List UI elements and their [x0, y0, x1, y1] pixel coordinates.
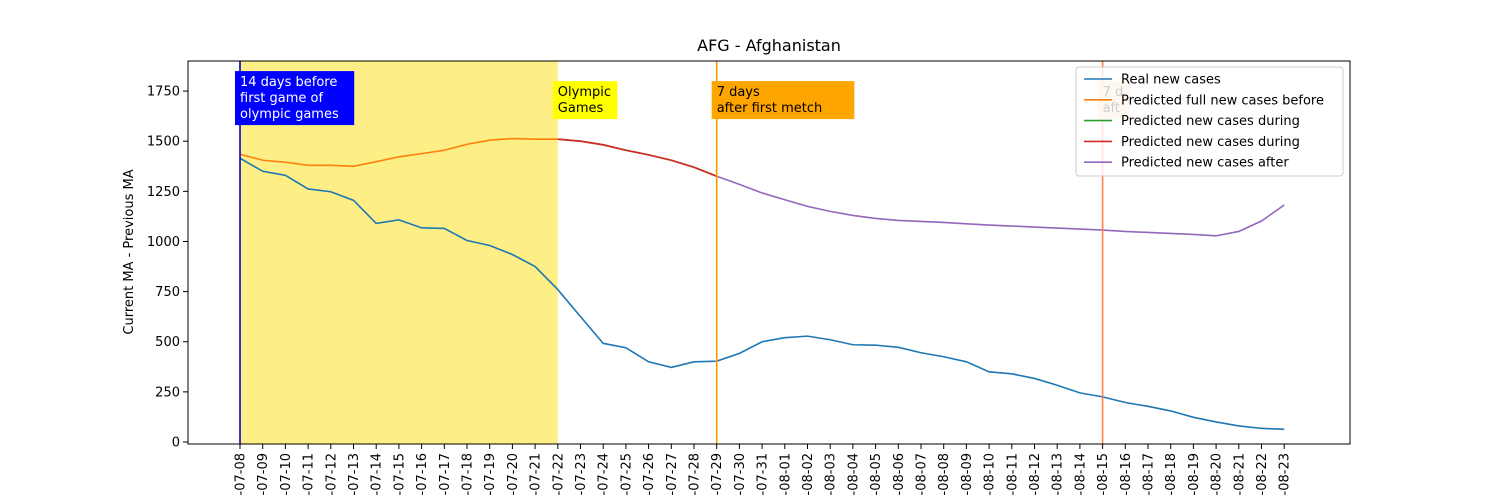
annotation-text: 7 days after first metch — [717, 85, 823, 116]
x-tick-label: -07-30 — [733, 453, 748, 495]
x-tick-label: -07-21 — [529, 453, 544, 495]
x-tick-label: -07-20 — [506, 453, 521, 495]
legend-label-2: Predicted new cases during — [1121, 114, 1300, 129]
y-tick-label: 500 — [155, 335, 180, 350]
annotation-text: Olympic Games — [558, 85, 611, 116]
x-tick-label: -08-08 — [937, 453, 952, 495]
x-tick-label: -08-17 — [1142, 453, 1157, 495]
chart-title: AFG - Afghanistan — [697, 36, 841, 55]
annotation-line: first game of — [240, 91, 324, 106]
x-tick-label: -08-18 — [1164, 453, 1179, 495]
x-tick-label: -07-14 — [370, 453, 385, 495]
x-tick-label: -07-11 — [302, 453, 317, 495]
x-tick-label: -08-11 — [1005, 453, 1020, 495]
x-tick-label: -08-23 — [1278, 453, 1293, 495]
x-tick-label: -07-27 — [665, 453, 680, 495]
legend-label-1: Predicted full new cases before — [1121, 93, 1324, 108]
y-tick-label: 1000 — [147, 235, 180, 250]
annotation-box — [711, 81, 855, 120]
annotation-line: 7 days — [717, 85, 760, 100]
x-tick-label: -07-19 — [483, 453, 498, 495]
legend-frame — [1075, 66, 1344, 177]
annotation-line: olympic games — [240, 107, 339, 122]
series-line-0 — [239, 157, 1285, 431]
x-tick-label: -07-28 — [688, 453, 703, 495]
annotation-2: 7 days after first metch — [711, 81, 855, 120]
legend-label-4: Predicted new cases after — [1121, 156, 1289, 171]
x-tick-label: -08-03 — [824, 453, 839, 495]
annotation-0: 14 days before first game of olympic games — [235, 71, 355, 126]
y-tick-label: 0 — [172, 435, 180, 450]
x-tick-label: -07-24 — [597, 453, 612, 495]
x-tick-label: -07-18 — [461, 453, 476, 495]
x-tick-label: -08-01 — [778, 453, 793, 495]
x-tick-label: -08-14 — [1073, 453, 1088, 495]
x-tick-label: -08-07 — [915, 453, 930, 495]
axis-layer: 0 250 500 750 1000 1250 1500 1750 -07-08 -07-09 -0… — [147, 60, 1351, 495]
legend-label-0: Real new cases — [1121, 73, 1221, 88]
x-tick-label: -08-16 — [1119, 453, 1134, 495]
plot-frame — [187, 60, 1351, 445]
x-tick-label: -08-21 — [1232, 453, 1247, 495]
annotation-line: Games — [558, 101, 604, 116]
x-tick-label: -08-09 — [960, 453, 975, 495]
x-tick-label: -07-15 — [392, 453, 407, 495]
x-tick-label: -07-08 — [234, 453, 249, 495]
x-tick-label: -08-13 — [1051, 453, 1066, 495]
annotation-text: 14 days before first game of olympic games — [240, 75, 339, 122]
y-tick-label: 750 — [155, 285, 180, 300]
annotation-line: Olympic — [558, 85, 611, 100]
x-tick-label: -07-09 — [256, 453, 271, 495]
x-tick-label: -07-23 — [574, 453, 589, 495]
x-tick-label: -08-04 — [846, 453, 861, 495]
x-tick-label: -08-20 — [1210, 453, 1225, 495]
x-tick-label: -07-31 — [756, 453, 771, 495]
x-tick-label: -07-26 — [642, 453, 657, 495]
annotation-line: 14 days before — [240, 75, 337, 90]
x-tick-label: -08-10 — [983, 453, 998, 495]
x-tick-label: -07-25 — [619, 453, 634, 495]
annotation-box — [235, 71, 355, 126]
x-tick-label: -08-06 — [892, 453, 907, 495]
annotation-layer: 14 days before first game of olympic games… — [235, 71, 1131, 126]
x-tick-label: -07-12 — [324, 453, 339, 495]
x-tick-label: -07-16 — [415, 453, 430, 495]
x-tick-label: -07-13 — [347, 453, 362, 495]
legend-label-3: Predicted new cases during — [1121, 135, 1300, 150]
annotation-1: Olympic Games — [552, 81, 618, 120]
x-tick-label: -08-05 — [869, 453, 884, 495]
annotation-box — [552, 81, 618, 120]
series-line-2 — [557, 138, 717, 178]
y-axis-label: Current MA - Previous MA — [122, 169, 137, 334]
legend: Real new cases Predicted full new cases b… — [1075, 66, 1344, 177]
x-tick-label: -07-22 — [551, 453, 566, 495]
x-tick-label: -08-02 — [801, 453, 816, 495]
y-tick-label: 1750 — [147, 85, 180, 100]
x-tick-label: -08-22 — [1255, 453, 1270, 495]
x-tick-label: -08-15 — [1096, 453, 1111, 495]
series-line-3 — [557, 138, 717, 178]
series-line-4 — [716, 175, 1285, 237]
annotation-line: after first metch — [717, 101, 823, 116]
x-tick-label: -08-12 — [1028, 453, 1043, 495]
x-tick-label: -07-29 — [710, 453, 725, 495]
y-tick-label: 1500 — [147, 135, 180, 150]
x-tick-label: -07-10 — [279, 453, 294, 495]
x-tick-label: -08-19 — [1187, 453, 1202, 495]
y-tick-label: 250 — [155, 385, 180, 400]
x-tick-label: -07-17 — [438, 453, 453, 495]
series-layer — [239, 137, 1285, 431]
y-tick-label: 1250 — [147, 185, 180, 200]
